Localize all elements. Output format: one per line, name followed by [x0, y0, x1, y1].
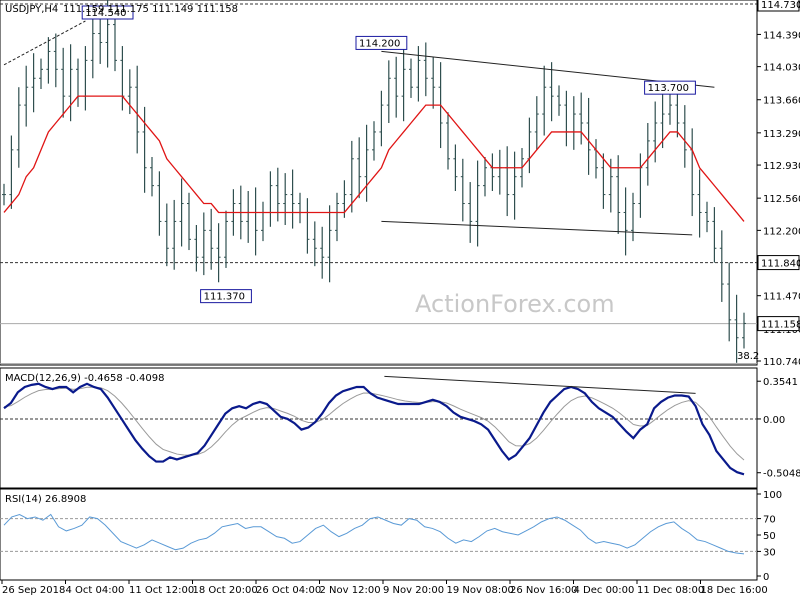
macd-series: [0, 375, 757, 476]
rsi-tick-label: 100: [763, 490, 782, 501]
annotation-box: [200, 289, 252, 304]
current-price-label-box: [757, 316, 800, 332]
annotation-box: [355, 35, 408, 50]
rsi-tick-label: 70: [763, 515, 776, 526]
price-tick-label: 111.470: [763, 292, 800, 303]
annotation-label: 111.370: [204, 292, 245, 303]
price-panel: [0, 0, 758, 366]
macd-tick-label: -0.5048: [763, 469, 800, 480]
current-price-label: 111.158: [761, 320, 800, 331]
x-tick-label: 18 Dec 16:00: [701, 585, 768, 596]
x-tick-label: 19 Nov 08:00: [447, 585, 514, 596]
macd-title: MACD(12,26,9) -0.4658 -0.4098: [5, 373, 165, 384]
x-tick-label: 4 Dec 00:00: [574, 585, 635, 596]
rsi-line: [3, 513, 745, 555]
trendline: [3, 20, 86, 66]
rsi-panel: [0, 488, 758, 581]
annotation-label: 113.700: [648, 83, 689, 94]
annotation-label: 114.200: [359, 38, 400, 49]
rsi-tick-label: 30: [763, 547, 776, 558]
price-tick-label: 114.390: [763, 30, 800, 41]
x-tick-label: 26 Nov 16:00: [510, 585, 577, 596]
watermark: ActionForex.com: [415, 290, 615, 318]
price-series: 114.540 114.200 113.700 111.370 38.2: [0, 0, 759, 365]
price-tick-label: 112.930: [763, 161, 800, 172]
trendline: [381, 220, 693, 236]
annotation-label: 114.540: [85, 8, 126, 19]
rsi-tick-label: 50: [763, 531, 776, 542]
level-price-label-box: [757, 255, 800, 271]
fib-label: 38.2: [737, 351, 759, 362]
rsi-title: RSI(14) 26.8908: [5, 494, 86, 505]
price-tick-label: 110.740: [763, 357, 800, 368]
moving-average-line: [3, 95, 745, 222]
macd-signal-line: [3, 386, 745, 461]
x-tick-label: 11 Oct 12:00: [129, 585, 194, 596]
price-tick-label: 113.660: [763, 96, 800, 107]
price-ohlc: 111.159 111.175 111.149 111.158: [63, 4, 238, 15]
x-tick-label: 11 Dec 08:00: [637, 585, 704, 596]
macd-trendline: [384, 375, 696, 394]
x-tick-label: 18 Oct 20:00: [193, 585, 258, 596]
top-price-label-box: [757, 0, 800, 12]
x-tick-label: 26 Sep 2018: [2, 585, 65, 596]
price-tick-label: 112.560: [763, 194, 800, 205]
top-price-label: 114.730: [761, 0, 800, 11]
macd-tick-label: 0.00: [763, 415, 785, 426]
annotation-box: [81, 5, 134, 20]
rsi-tick-label: 0: [763, 572, 769, 583]
price-title: USDJPY,H4: [5, 4, 58, 15]
x-tick-label: 4 Oct 04:00: [66, 585, 125, 596]
x-tick-label: 26 Oct 04:00: [256, 585, 321, 596]
macd-tick-label: 0.3541: [763, 377, 798, 388]
macd-line: [3, 382, 745, 476]
rsi-series: [0, 513, 757, 555]
price-tick-label: 114.030: [763, 63, 800, 74]
level-price-label: 111.840: [761, 259, 800, 270]
x-tick-label: 9 Nov 20:00: [383, 585, 444, 596]
x-tick-label: 2 Nov 12:00: [320, 585, 381, 596]
price-tick-label: 112.200: [763, 226, 800, 237]
price-tick-label: 113.290: [763, 129, 800, 140]
annotation-box: [644, 80, 696, 95]
